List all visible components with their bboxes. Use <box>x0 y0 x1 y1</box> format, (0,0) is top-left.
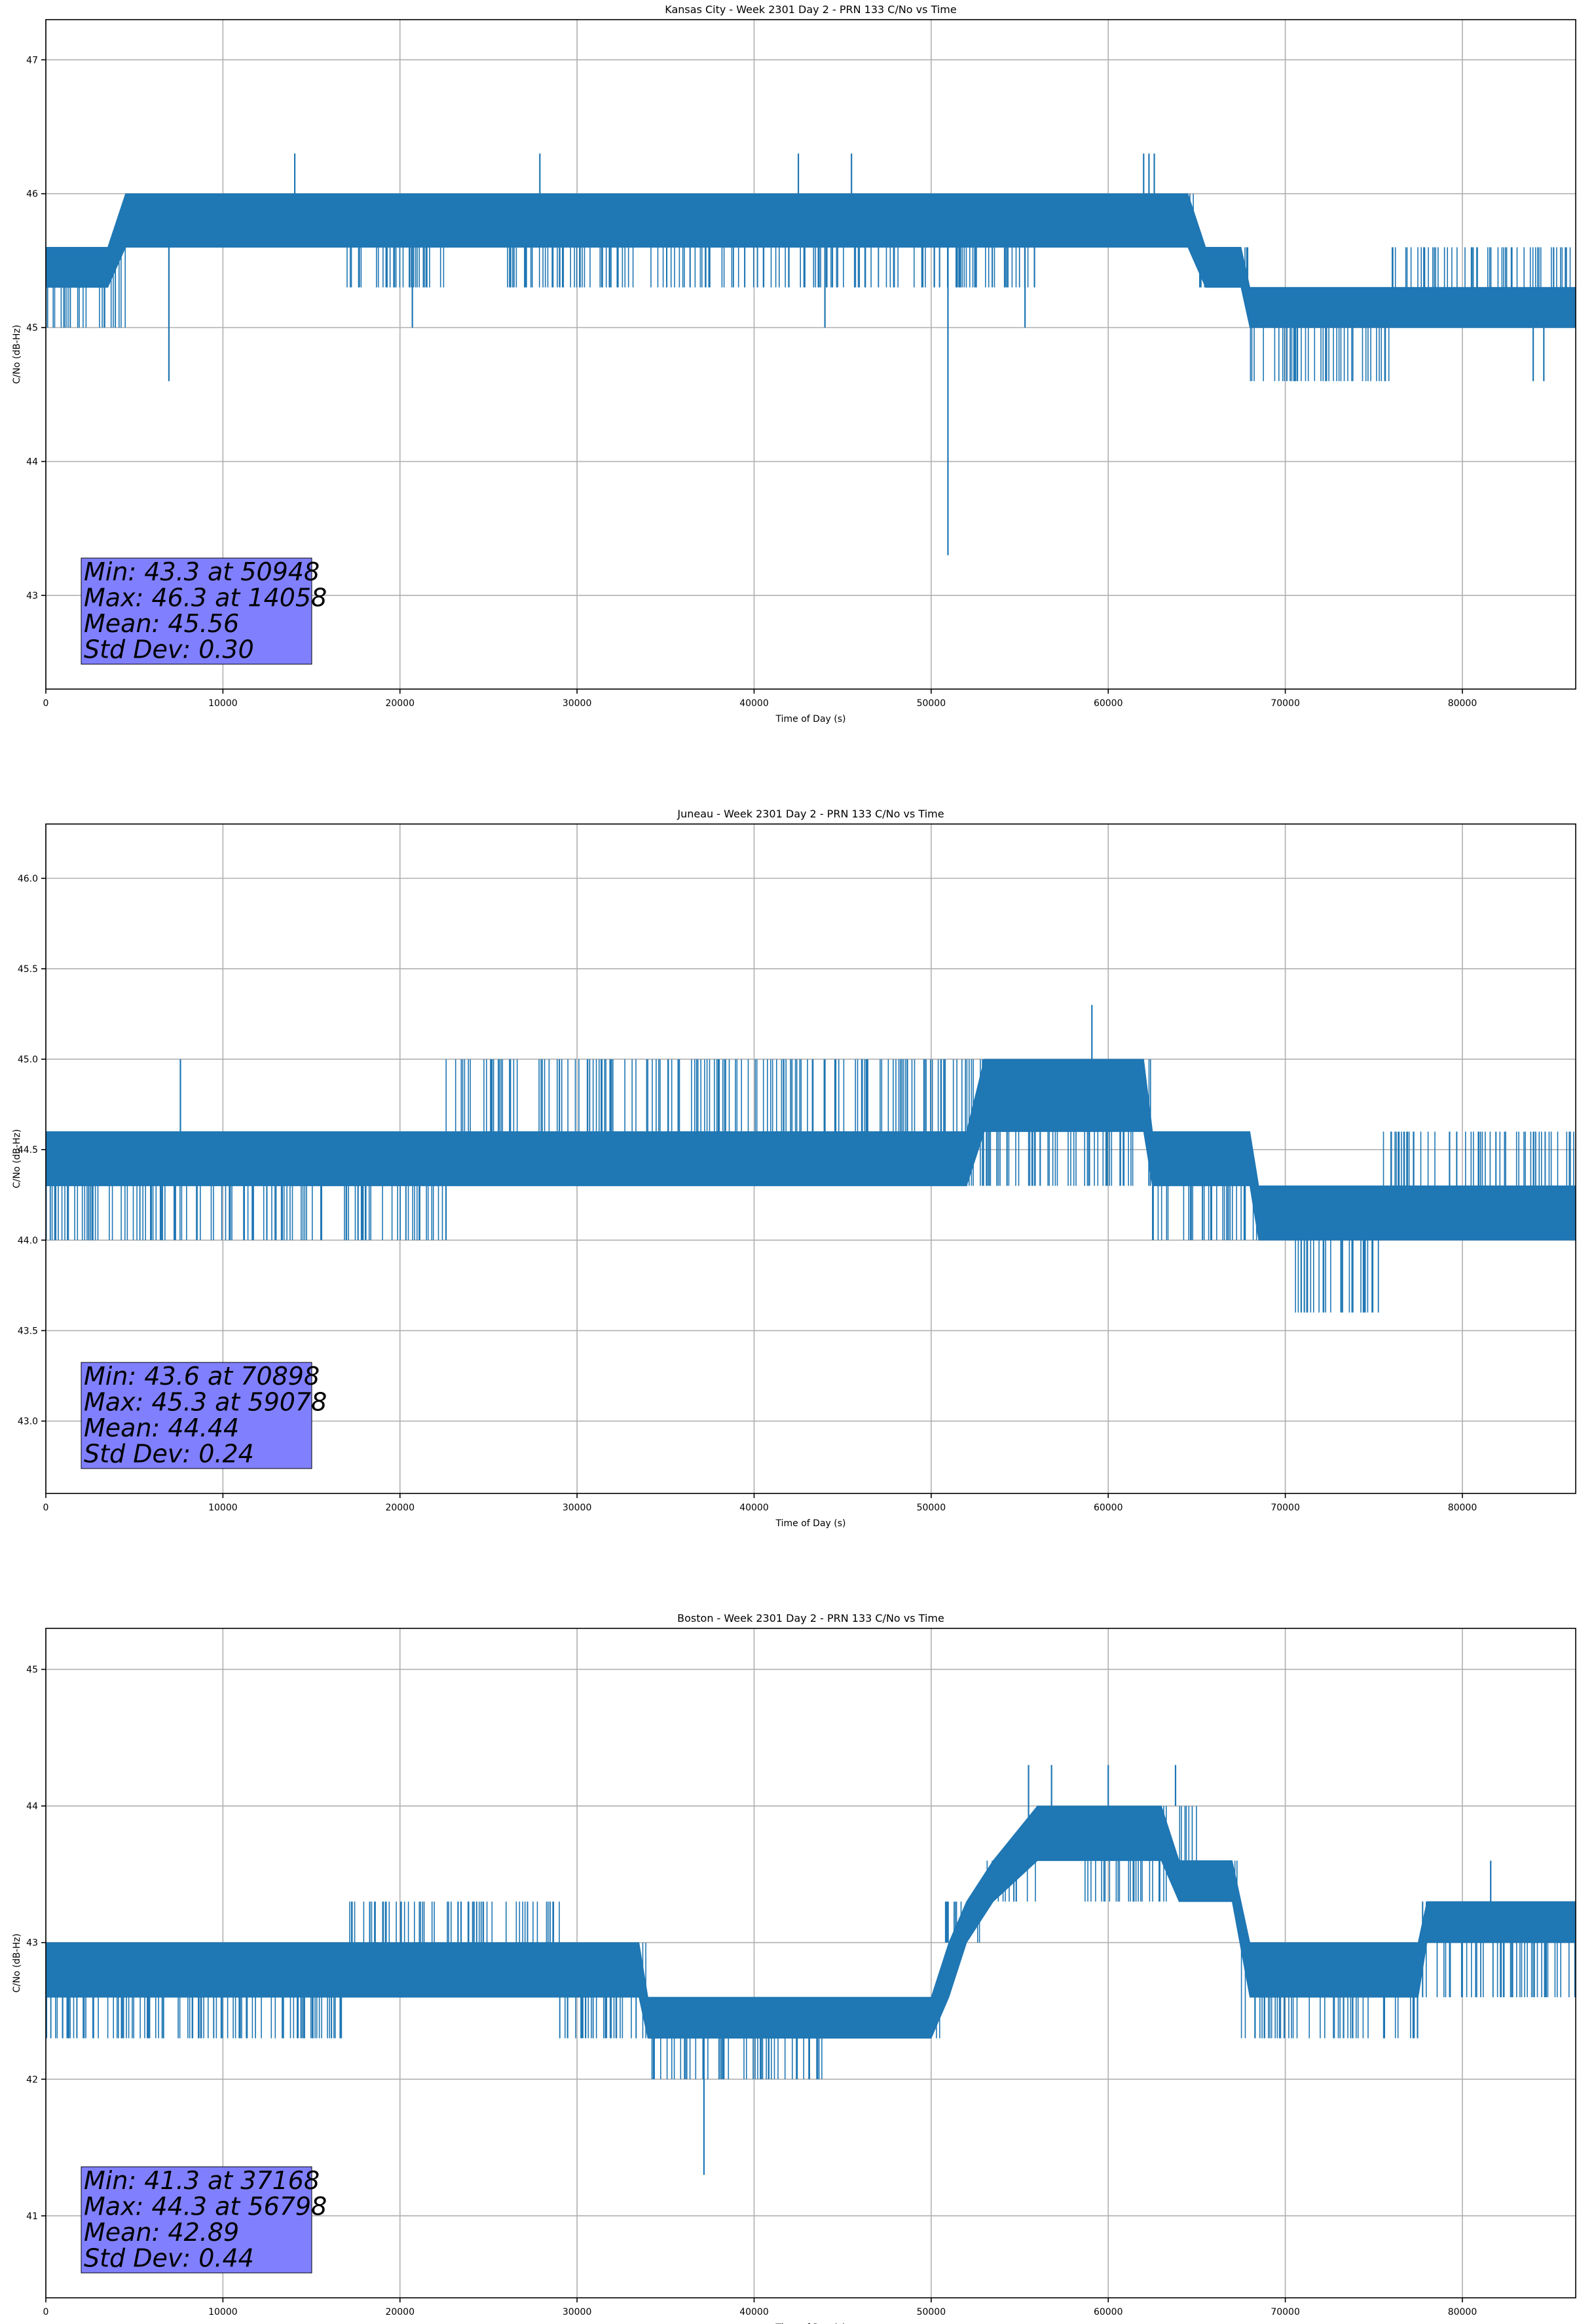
x-tick-label: 60000 <box>1094 1503 1123 1513</box>
chart-panel-1: 0 10000 20000 30000 40000 50000 60000 70000 8000… <box>12 3 1576 724</box>
x-tick-label: 50000 <box>917 698 946 709</box>
x-tick-label: 30000 <box>563 698 592 709</box>
y-tick-label: 46.0 <box>18 874 38 884</box>
y-tick-label: 44 <box>26 1801 38 1812</box>
stats-line: Std Dev: 0.30 <box>84 635 254 664</box>
x-tick-label: 0 <box>43 698 49 709</box>
x-tick-label: 60000 <box>1094 2307 1123 2317</box>
x-tick-label: 40000 <box>739 1503 769 1513</box>
chart-panel-3: 0 10000 20000 30000 40000 50000 60000 70000 8000… <box>12 1612 1576 2324</box>
x-tick-label: 80000 <box>1448 1503 1477 1513</box>
axes-frame <box>45 19 1576 690</box>
y-tick-label: 43.0 <box>18 1417 38 1427</box>
x-tick-label: 30000 <box>563 1503 592 1513</box>
y-tick-label: 43 <box>26 591 38 601</box>
x-axis-label: Time of Day (s) <box>775 2323 846 2324</box>
data-series <box>46 1765 1576 2175</box>
y-tick-label: 45 <box>26 323 38 333</box>
signal-band <box>46 193 1576 328</box>
x-axis-label: Time of Day (s) <box>775 714 846 724</box>
stats-line: Max: 46.3 at 14058 <box>84 584 327 612</box>
chart-title: Juneau - Week 2301 Day 2 - PRN 133 C/No … <box>677 808 944 820</box>
y-tick-label: 44.0 <box>18 1235 38 1246</box>
x-tick-label: 50000 <box>917 2307 946 2317</box>
x-tick-label: 60000 <box>1094 698 1123 709</box>
y-tick-label: 43 <box>26 1938 38 1949</box>
x-tick-label: 70000 <box>1271 698 1300 709</box>
x-tick-label: 80000 <box>1448 698 1477 709</box>
chart-panel-2: 0 10000 20000 30000 40000 50000 60000 70000 8000… <box>12 808 1576 1529</box>
y-tick-label: 43.5 <box>18 1326 38 1336</box>
x-tick-label: 10000 <box>208 2307 238 2317</box>
x-tick-label: 40000 <box>739 2307 769 2317</box>
y-axis-label: C/No (dB-Hz) <box>12 1129 22 1188</box>
stats-line: Max: 44.3 at 56798 <box>84 2192 327 2221</box>
y-tick-label: 46 <box>26 189 38 200</box>
stats-box-background <box>81 1362 312 1469</box>
chart-title: Boston - Week 2301 Day 2 - PRN 133 C/No … <box>677 1612 944 1624</box>
stats-line: Mean: 44.44 <box>84 1414 239 1442</box>
data-series <box>46 1005 1576 1313</box>
x-tick-label: 0 <box>43 1503 49 1513</box>
stats-line: Max: 45.3 at 59078 <box>84 1388 327 1417</box>
stats-line: Min: 43.6 at 70898 <box>84 1362 320 1391</box>
stats-box-background <box>81 2166 312 2274</box>
y-tick-label: 47 <box>26 55 38 66</box>
y-tick-label: 45.5 <box>18 964 38 975</box>
y-axis-label: C/No (dB-Hz) <box>12 325 22 384</box>
signal-band <box>46 1805 1576 2039</box>
x-tick-label: 40000 <box>739 698 769 709</box>
x-tick-label: 70000 <box>1271 1503 1300 1513</box>
x-tick-label: 20000 <box>385 1503 415 1513</box>
y-axis-label: C/No (dB-Hz) <box>12 1934 22 1993</box>
x-tick-label: 80000 <box>1448 2307 1477 2317</box>
signal-band <box>46 1059 1576 1241</box>
y-tick-label: 45.0 <box>18 1055 38 1065</box>
stats-line: Mean: 42.89 <box>84 2218 239 2247</box>
stats-line: Std Dev: 0.24 <box>84 1440 254 1469</box>
x-axis-label: Time of Day (s) <box>775 1518 846 1529</box>
y-tick-label: 42 <box>26 2074 38 2085</box>
stats-line: Mean: 45.56 <box>84 609 239 638</box>
stats-line: Std Dev: 0.44 <box>84 2244 254 2273</box>
y-tick-label: 44 <box>26 457 38 468</box>
chart-title: Kansas City - Week 2301 Day 2 - PRN 133 … <box>665 3 956 16</box>
x-tick-label: 0 <box>43 2307 49 2317</box>
x-tick-label: 20000 <box>385 2307 415 2317</box>
stats-box-background <box>81 557 312 665</box>
x-tick-label: 70000 <box>1271 2307 1300 2317</box>
data-series <box>46 153 1576 555</box>
stats-line: Min: 41.3 at 37168 <box>84 2166 320 2195</box>
x-tick-label: 10000 <box>208 698 238 709</box>
stats-line: Min: 43.3 at 50948 <box>84 557 320 586</box>
y-tick-label: 45 <box>26 1665 38 1676</box>
x-tick-label: 30000 <box>563 2307 592 2317</box>
x-tick-label: 20000 <box>385 698 415 709</box>
y-tick-label: 44.5 <box>18 1145 38 1155</box>
axes-frame <box>45 823 1576 1494</box>
x-tick-label: 50000 <box>917 1503 946 1513</box>
x-tick-label: 10000 <box>208 1503 238 1513</box>
axes-frame <box>45 1628 1576 2298</box>
y-tick-label: 41 <box>26 2211 38 2222</box>
